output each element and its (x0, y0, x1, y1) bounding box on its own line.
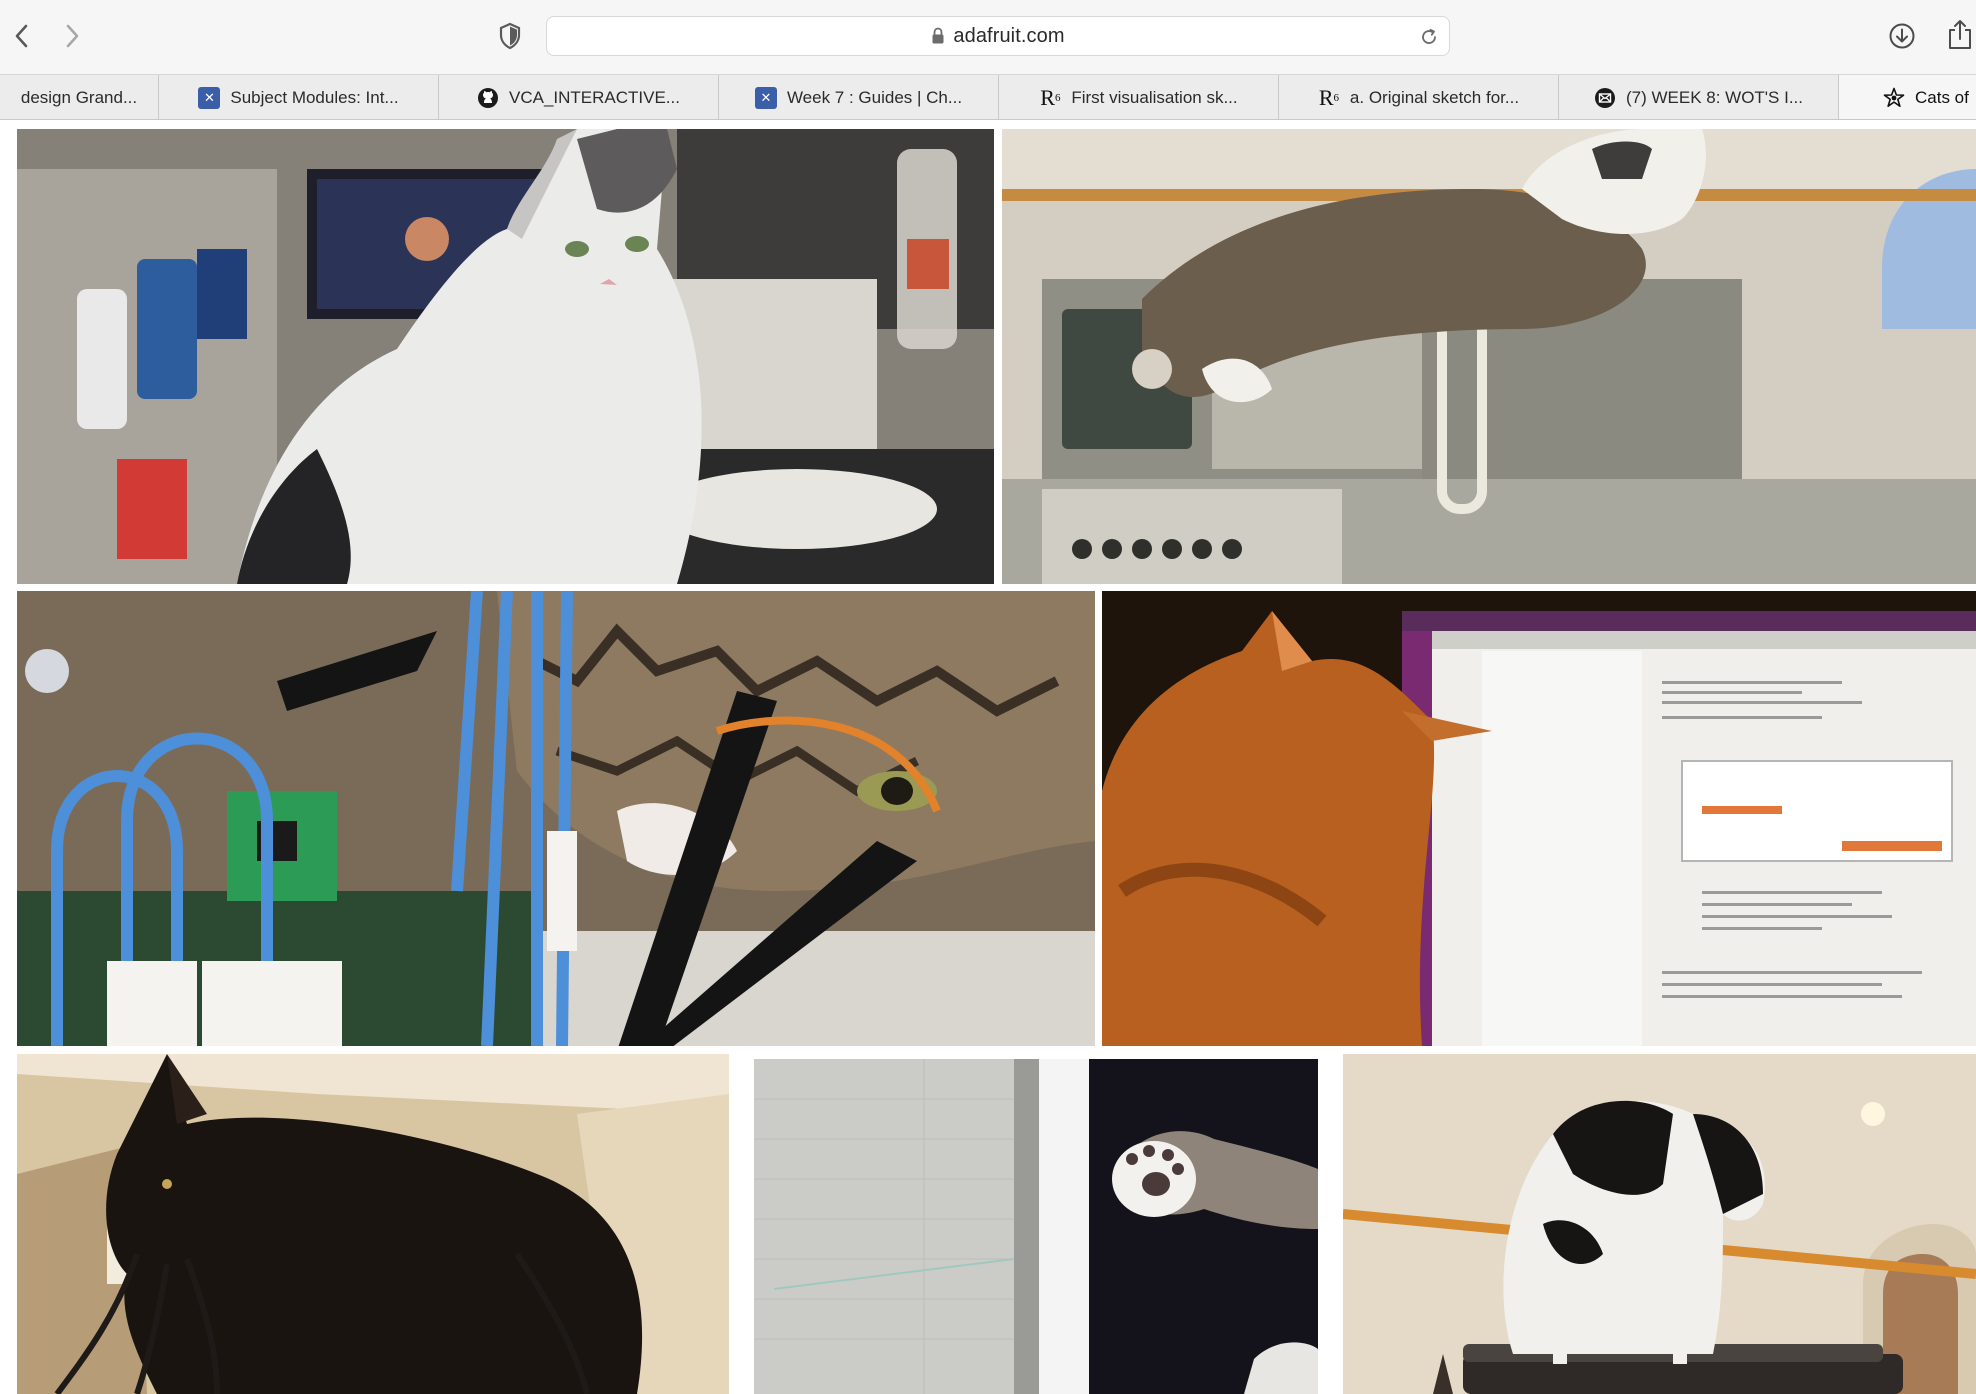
tab-label: Week 7 : Guides | Ch... (786, 87, 963, 107)
address-text: adafruit.com (953, 24, 1065, 47)
tab-design-grand[interactable]: design Grand... (0, 75, 159, 119)
tab-label: VCA_INTERACTIVE... (509, 87, 680, 107)
reload-button[interactable] (1417, 25, 1441, 49)
tab-label: a. Original sketch for... (1349, 87, 1520, 107)
tabby-probes-image (17, 591, 1095, 1046)
page-content (0, 121, 1976, 1394)
shield-icon (499, 22, 521, 50)
tab-label: First visualisation sk... (1071, 87, 1238, 107)
download-icon (1889, 23, 1915, 49)
canvas-icon: ✕ (198, 86, 221, 109)
tab-label: design Grand... (20, 87, 138, 107)
oscilloscope-cat-image (1002, 129, 1976, 584)
forward-button[interactable] (54, 18, 90, 54)
tab-week-8-wots[interactable]: (7) WEEK 8: WOT'S I... (1559, 75, 1839, 119)
chevron-right-icon (66, 24, 79, 48)
reload-icon (1422, 28, 1436, 44)
share-button[interactable] (1944, 16, 1976, 54)
orange-cat-image (1102, 591, 1976, 1046)
photo-black-white-cat-standing[interactable] (1343, 1054, 1976, 1394)
tab-week-7-guides[interactable]: ✕ Week 7 : Guides | Ch... (719, 75, 999, 119)
downloads-button[interactable] (1886, 18, 1918, 54)
tab-cats-of-adafruit-active[interactable]: Cats of (1839, 75, 1976, 119)
black-cat-image (17, 1054, 729, 1394)
photo-white-cat-at-desk[interactable] (17, 129, 994, 584)
photo-orange-cat-at-monitor[interactable] (1102, 591, 1976, 1046)
adafruit-star-icon (1883, 87, 1905, 109)
tab-bar: design Grand... ✕ Subject Modules: Int..… (0, 74, 1976, 120)
tab-label: Subject Modules: Int... (230, 87, 399, 107)
photo-black-cat-chewing-cables[interactable] (17, 1054, 729, 1394)
share-icon (1949, 20, 1971, 49)
tab-subject-modules[interactable]: ✕ Subject Modules: Int... (159, 75, 439, 119)
tab-vca-interactive[interactable]: VCA_INTERACTIVE... (439, 75, 719, 119)
back-button[interactable] (4, 18, 40, 54)
github-icon (477, 87, 499, 109)
photo-cat-on-oscilloscope[interactable] (1002, 129, 1976, 584)
photo-tabby-cat-with-probes[interactable] (17, 591, 1095, 1046)
standing-cat-image (1343, 1054, 1976, 1394)
tab-label: Cats of (1915, 87, 1969, 107)
tab-label: (7) WEEK 8: WOT'S I... (1625, 87, 1804, 107)
paw-image (754, 1059, 1318, 1394)
white-cat-image (17, 129, 994, 584)
canvas-icon: ✕ (754, 86, 777, 109)
chevron-left-icon (15, 24, 28, 48)
lock-icon (932, 27, 944, 44)
mail-icon (1594, 87, 1616, 109)
address-bar[interactable]: adafruit.com (546, 16, 1450, 56)
privacy-report-button[interactable] (494, 18, 526, 54)
photo-white-paw[interactable] (754, 1059, 1318, 1394)
browser-toolbar: adafruit.com (0, 0, 1976, 74)
